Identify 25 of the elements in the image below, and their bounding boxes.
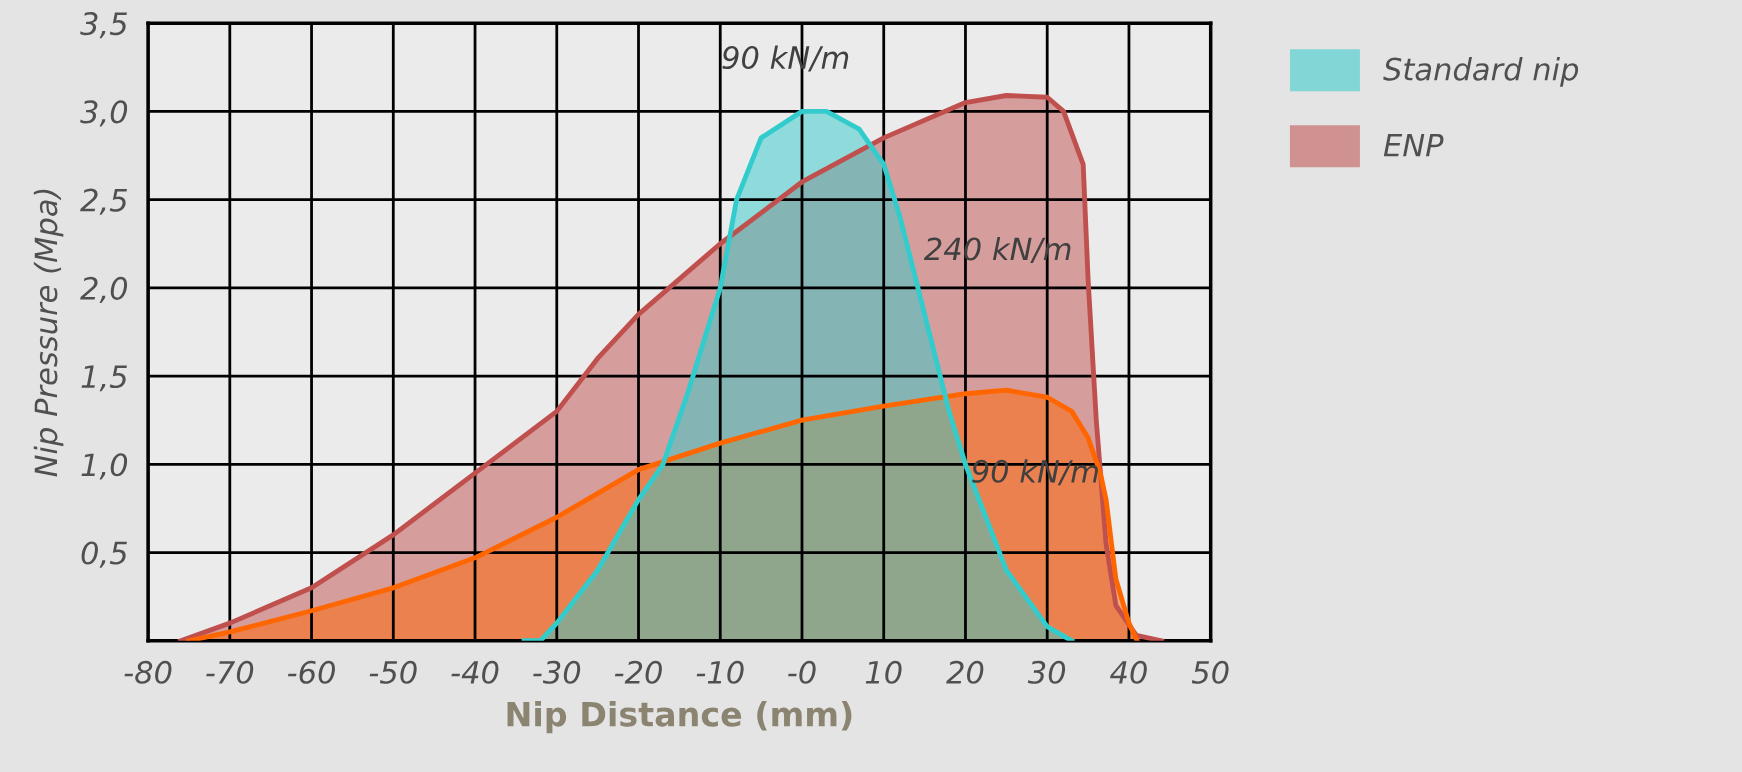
y-axis-title: Nip Pressure (Mpa) bbox=[33, 189, 64, 477]
y-tick-label: 1,0 bbox=[81, 453, 128, 480]
x-tick-label: -10 bbox=[696, 660, 744, 684]
x-tick-label: -20 bbox=[614, 660, 662, 684]
x-tick-label: 30 bbox=[1027, 660, 1066, 684]
x-tick-label: -70 bbox=[206, 660, 254, 684]
x-tick-label: 40 bbox=[1110, 660, 1147, 684]
y-tick-label: 0,5 bbox=[81, 541, 127, 568]
y-tick-label: 2,0 bbox=[80, 276, 128, 304]
x-axis-title: Nip Distance (mm) bbox=[507, 700, 852, 734]
y-tick-label: 3,0 bbox=[80, 100, 128, 127]
x-tick-label: -30 bbox=[533, 660, 581, 684]
x-tick-label: -80 bbox=[124, 660, 172, 684]
legend-label: Standard nip bbox=[1383, 57, 1579, 87]
x-tick-label: 20 bbox=[946, 660, 984, 684]
x-tick-label: 10 bbox=[865, 660, 902, 684]
y-tick-label: 2,5 bbox=[80, 188, 127, 215]
x-tick-label: 50 bbox=[1191, 660, 1229, 684]
y-tick-label: 1,5 bbox=[81, 365, 127, 392]
x-tick-label: -40 bbox=[451, 660, 499, 684]
y-tick-label: 3,5 bbox=[80, 12, 127, 39]
x-tick-label: -0 bbox=[788, 660, 816, 684]
x-tick-label: -50 bbox=[369, 660, 417, 684]
legend-label: ENP bbox=[1383, 133, 1444, 157]
x-tick-label: -60 bbox=[287, 660, 335, 684]
